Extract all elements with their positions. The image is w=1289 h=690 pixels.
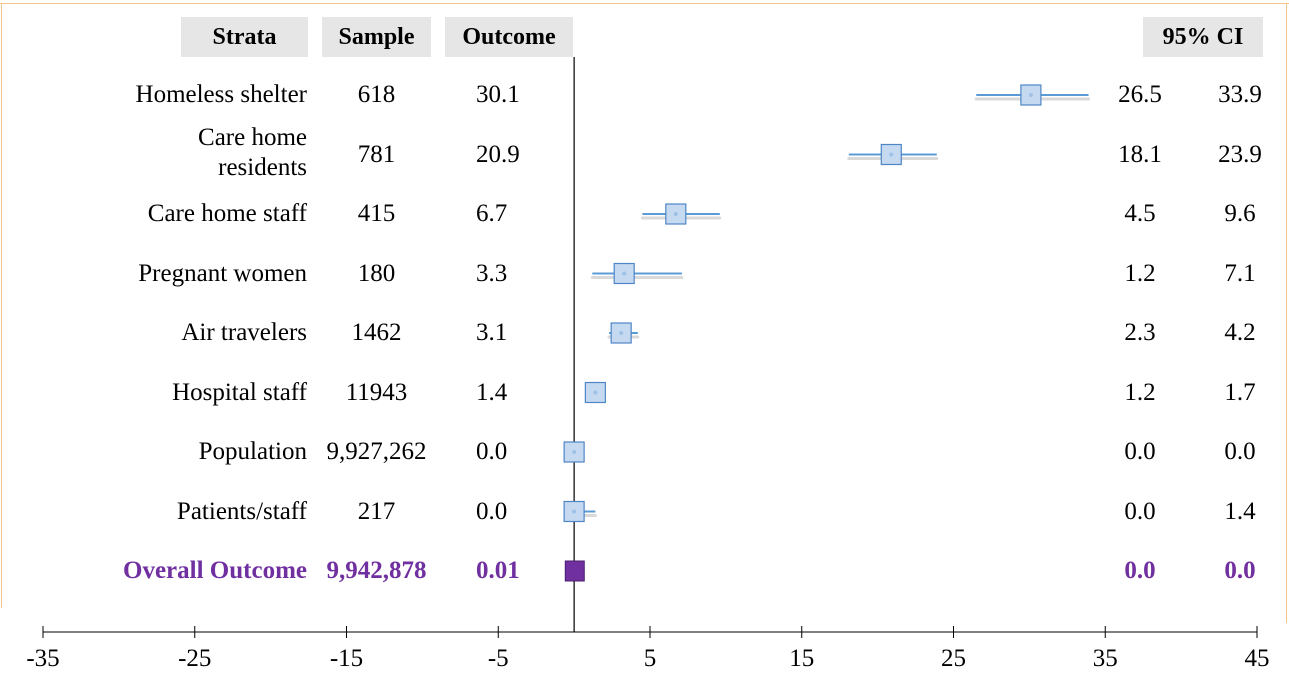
row-outcome: 0.01 [476,557,520,584]
x-tick-label: 15 [789,645,814,672]
row-ci-high: 1.7 [1224,378,1256,406]
row-ci-low: 26.5 [1118,81,1162,108]
x-tick-label: -35 [26,645,59,672]
point-center [572,509,577,514]
x-tick-label: 25 [941,645,966,672]
row-sample: 217 [357,497,396,525]
row-outcome: 20.9 [476,140,520,168]
row-outcome: 1.4 [476,378,508,406]
row-ci-high: 0.0 [1224,557,1256,584]
row-sample: 1462 [351,319,402,346]
row-ci-high: 33.9 [1218,81,1262,108]
row-ci-low: 0.0 [1124,438,1156,465]
row-sample: 415 [357,200,396,227]
point-center [619,331,624,335]
row-sample: 9,927,262 [326,438,427,465]
row-ci-low: 1.2 [1124,378,1156,406]
point-center [1028,93,1033,97]
header-outcome: Outcome [445,17,573,57]
header-strata: Strata [181,17,308,57]
x-tick-label: -15 [330,645,363,672]
row-outcome: 0.0 [476,497,508,525]
row-outcome: 3.1 [476,319,508,346]
row-outcome: 0.0 [476,438,508,465]
point-center [593,390,598,395]
x-tick-label: -5 [488,645,509,672]
row-ci-low: 2.3 [1124,319,1156,346]
row-strata: Hospital staff [172,378,307,406]
row-ci-low: 0.0 [1124,557,1156,584]
x-tick-label: -25 [178,645,211,672]
row-ci-low: 18.1 [1118,140,1162,168]
row-strata: Homeless shelter [135,81,307,108]
row-sample: 9,942,878 [326,557,427,584]
row-outcome: 6.7 [476,200,508,227]
row-strata: Patients/staff [176,497,307,525]
row-outcome: 30.1 [476,81,520,108]
row-ci-high: 1.4 [1224,497,1256,525]
row-ci-low: 4.5 [1124,200,1156,227]
row-strata: Overall Outcome [123,557,307,584]
row-ci-high: 7.1 [1224,259,1256,287]
row-strata: Population [198,438,307,465]
frame-right-border [1286,3,1287,623]
x-tick-label: 45 [1245,645,1270,672]
overall-marker [564,560,585,582]
frame-left-border [1,3,2,608]
row-ci-low: 1.2 [1124,259,1156,287]
row-sample: 781 [357,140,396,168]
row-sample: 618 [357,81,396,108]
point-center [673,212,678,216]
point-center [572,450,577,454]
x-tick-label: 35 [1093,645,1118,672]
point-center [622,271,627,276]
row-sample: 180 [357,259,396,287]
row-strata: Air travelers [181,319,307,346]
row-strata: Care home residents [198,123,307,181]
row-ci-high: 23.9 [1218,140,1262,168]
row-strata: Care home staff [147,200,307,227]
row-ci-high: 0.0 [1224,438,1256,465]
row-outcome: 3.3 [476,259,508,287]
row-ci-low: 0.0 [1124,497,1156,525]
header-sample: Sample [322,17,431,57]
frame-top-border [0,3,1289,4]
header-ci: 95% CI [1143,17,1263,57]
row-ci-high: 9.6 [1224,200,1256,227]
row-ci-high: 4.2 [1224,319,1256,346]
row-sample: 11943 [345,378,408,406]
point-center [889,152,894,157]
row-strata: Pregnant women [138,259,307,287]
x-tick-label: 5 [644,645,657,672]
